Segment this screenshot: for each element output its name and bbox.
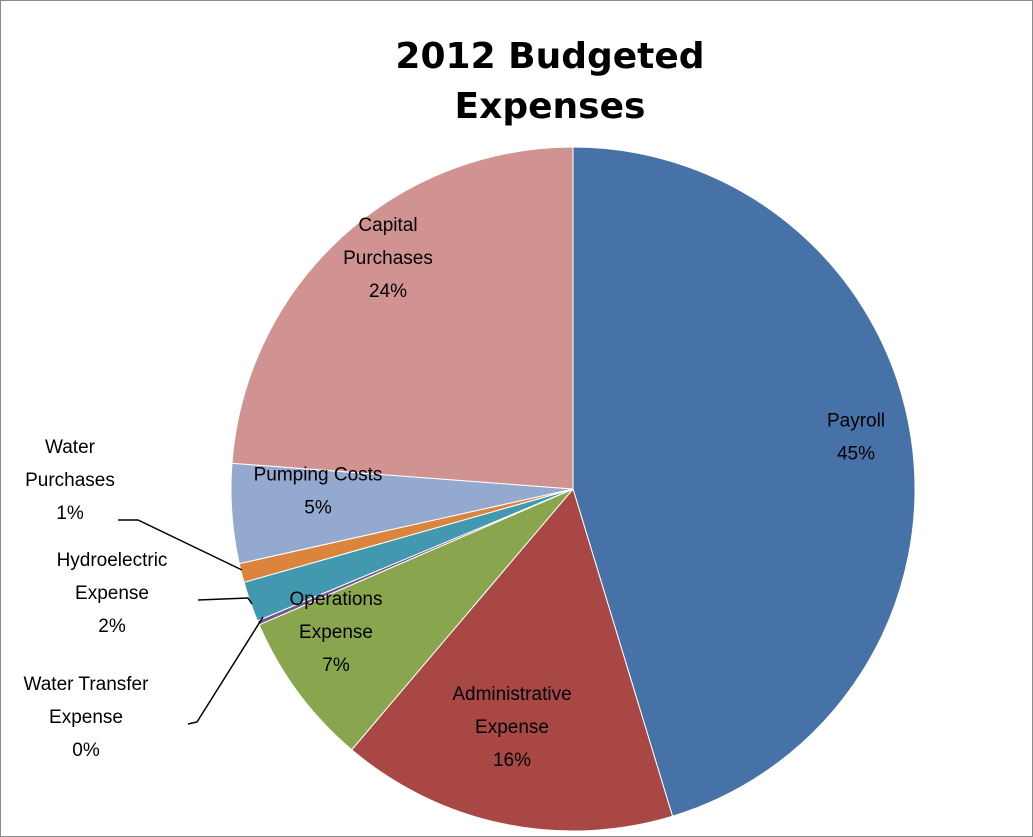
slice-name-operations-expense: Expense [299,622,373,643]
slice-percent-hydroelectric-expense: 2% [98,616,126,637]
slice-label-hydroelectric-expense: Hydroelectric Expense 2% [57,550,168,637]
slice-name-payroll: Payroll [827,411,885,432]
slice-name-capital-purchases: Purchases [343,248,433,269]
slice-percent-capital-purchases: 24% [369,281,407,302]
leader-line-water-transfer-expense [188,617,263,724]
slice-name-water-transfer-expense: Water Transfer [24,674,150,695]
slice-label-water-purchases: Water Purchases 1% [25,437,115,524]
slice-percent-administrative-expense: 16% [493,750,531,771]
slice-name-administrative-expense: Administrative [452,684,571,705]
slice-name-operations-expense: Operations [290,589,383,610]
slice-label-water-transfer-expense: Water Transfer Expense 0% [24,674,150,761]
slice-name-capital-purchases: Capital [358,215,417,236]
slice-name-pumping-costs: Pumping Costs [254,465,383,486]
slice-name-water-purchases: Purchases [25,470,115,491]
slice-percent-operations-expense: 7% [322,655,350,676]
slice-percent-water-transfer-expense: 0% [72,740,100,761]
leader-line-hydroelectric-expense [198,598,252,604]
slice-name-hydroelectric-expense: Hydroelectric [57,550,168,571]
pie-slice-capital-purchases [232,147,573,489]
slice-name-water-purchases: Water [45,437,96,458]
slice-percent-water-purchases: 1% [56,503,84,524]
slice-name-hydroelectric-expense: Expense [75,583,149,604]
slice-percent-pumping-costs: 5% [304,498,332,519]
slice-percent-payroll: 45% [837,444,875,465]
slice-name-water-transfer-expense: Expense [49,707,123,728]
slice-name-administrative-expense: Expense [475,717,549,738]
